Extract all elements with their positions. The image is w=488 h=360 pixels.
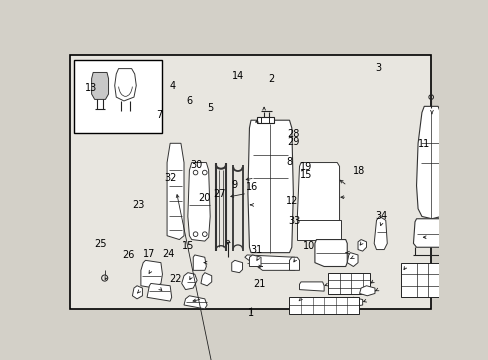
Text: 5: 5 [207,103,213,113]
Polygon shape [182,273,197,289]
Text: 16: 16 [245,183,258,192]
Polygon shape [299,282,324,291]
Polygon shape [187,163,210,241]
Polygon shape [373,216,386,249]
Bar [327,273,369,294]
Bar [74,60,162,133]
Text: 31: 31 [250,245,263,255]
Text: 18: 18 [353,166,365,176]
Polygon shape [231,260,242,273]
Text: 11: 11 [417,139,429,149]
Polygon shape [183,296,207,309]
Polygon shape [357,239,366,251]
Text: 27: 27 [213,189,225,199]
Text: 10: 10 [303,241,315,251]
Polygon shape [441,251,450,270]
Text: 23: 23 [132,199,144,210]
Text: 17: 17 [142,249,155,260]
Polygon shape [193,255,206,270]
Polygon shape [141,260,162,288]
Polygon shape [147,283,171,301]
Bar [257,117,274,123]
Polygon shape [244,255,294,270]
Text: 15: 15 [299,170,311,180]
Polygon shape [359,286,374,296]
Polygon shape [249,255,261,266]
Polygon shape [201,273,211,286]
Polygon shape [167,143,183,239]
Text: 24: 24 [162,249,174,260]
Text: 12: 12 [286,195,298,206]
Text: 2: 2 [268,74,274,84]
Polygon shape [115,69,136,101]
Text: 19: 19 [300,162,312,172]
Text: 29: 29 [287,136,299,147]
Text: 6: 6 [186,96,192,105]
Text: 21: 21 [253,279,265,289]
Polygon shape [345,297,362,306]
Text: 25: 25 [94,239,107,249]
Polygon shape [247,120,293,253]
Text: 34: 34 [374,211,386,221]
Text: 20: 20 [198,193,211,203]
Text: 15: 15 [182,240,194,251]
Text: 8: 8 [286,157,292,167]
Bar [289,297,358,314]
Polygon shape [416,106,445,219]
Polygon shape [91,72,108,99]
Polygon shape [289,257,299,270]
Text: 32: 32 [163,174,176,184]
Polygon shape [297,220,341,239]
Text: 28: 28 [287,129,299,139]
Text: 22: 22 [169,274,182,284]
Text: 26: 26 [122,250,134,260]
Text: 9: 9 [231,180,238,190]
Text: 7: 7 [156,110,163,120]
Text: 13: 13 [85,82,97,93]
Text: 1: 1 [247,309,253,319]
Bar [400,263,443,297]
Text: 30: 30 [190,160,202,170]
Polygon shape [132,286,142,299]
Polygon shape [346,253,357,266]
Polygon shape [314,239,346,266]
Polygon shape [297,163,339,228]
Text: 4: 4 [169,81,175,91]
Text: 33: 33 [288,216,300,226]
Text: 3: 3 [375,63,381,73]
Text: 14: 14 [231,72,244,81]
Polygon shape [413,219,449,247]
